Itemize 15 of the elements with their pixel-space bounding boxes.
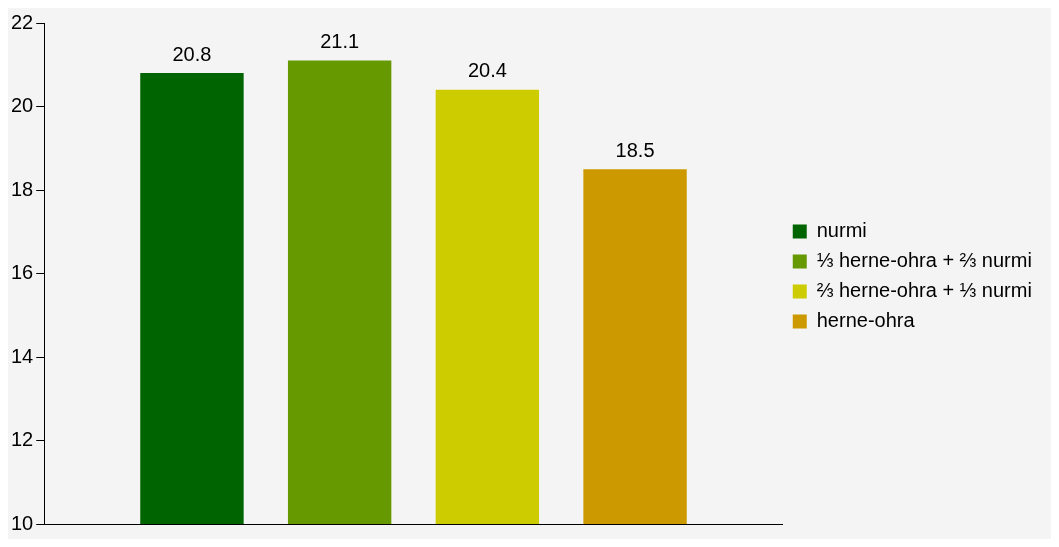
y-tick-label: 16 (11, 261, 34, 284)
y-tick-label: 12 (11, 428, 34, 451)
data-label: 20.4 (467, 59, 507, 82)
y-tick-label: 10 (11, 511, 34, 534)
y-tick-label: 20 (11, 94, 34, 117)
legend-label: herne-ohra (816, 309, 916, 332)
legend-label: ⅓ herne-ohra + ⅔ nurmi (816, 249, 1032, 272)
y-tick-label: 22 (11, 10, 34, 33)
y-tick-label: 18 (11, 177, 34, 200)
y-tick-label: 14 (11, 344, 34, 367)
data-label: 18.5 (615, 138, 655, 161)
legend-label: nurmi (816, 219, 867, 242)
legend-label: ⅔ herne-ohra + ⅓ nurmi (816, 279, 1032, 302)
data-label: 20.8 (172, 42, 212, 65)
data-label: 21.1 (320, 30, 360, 53)
